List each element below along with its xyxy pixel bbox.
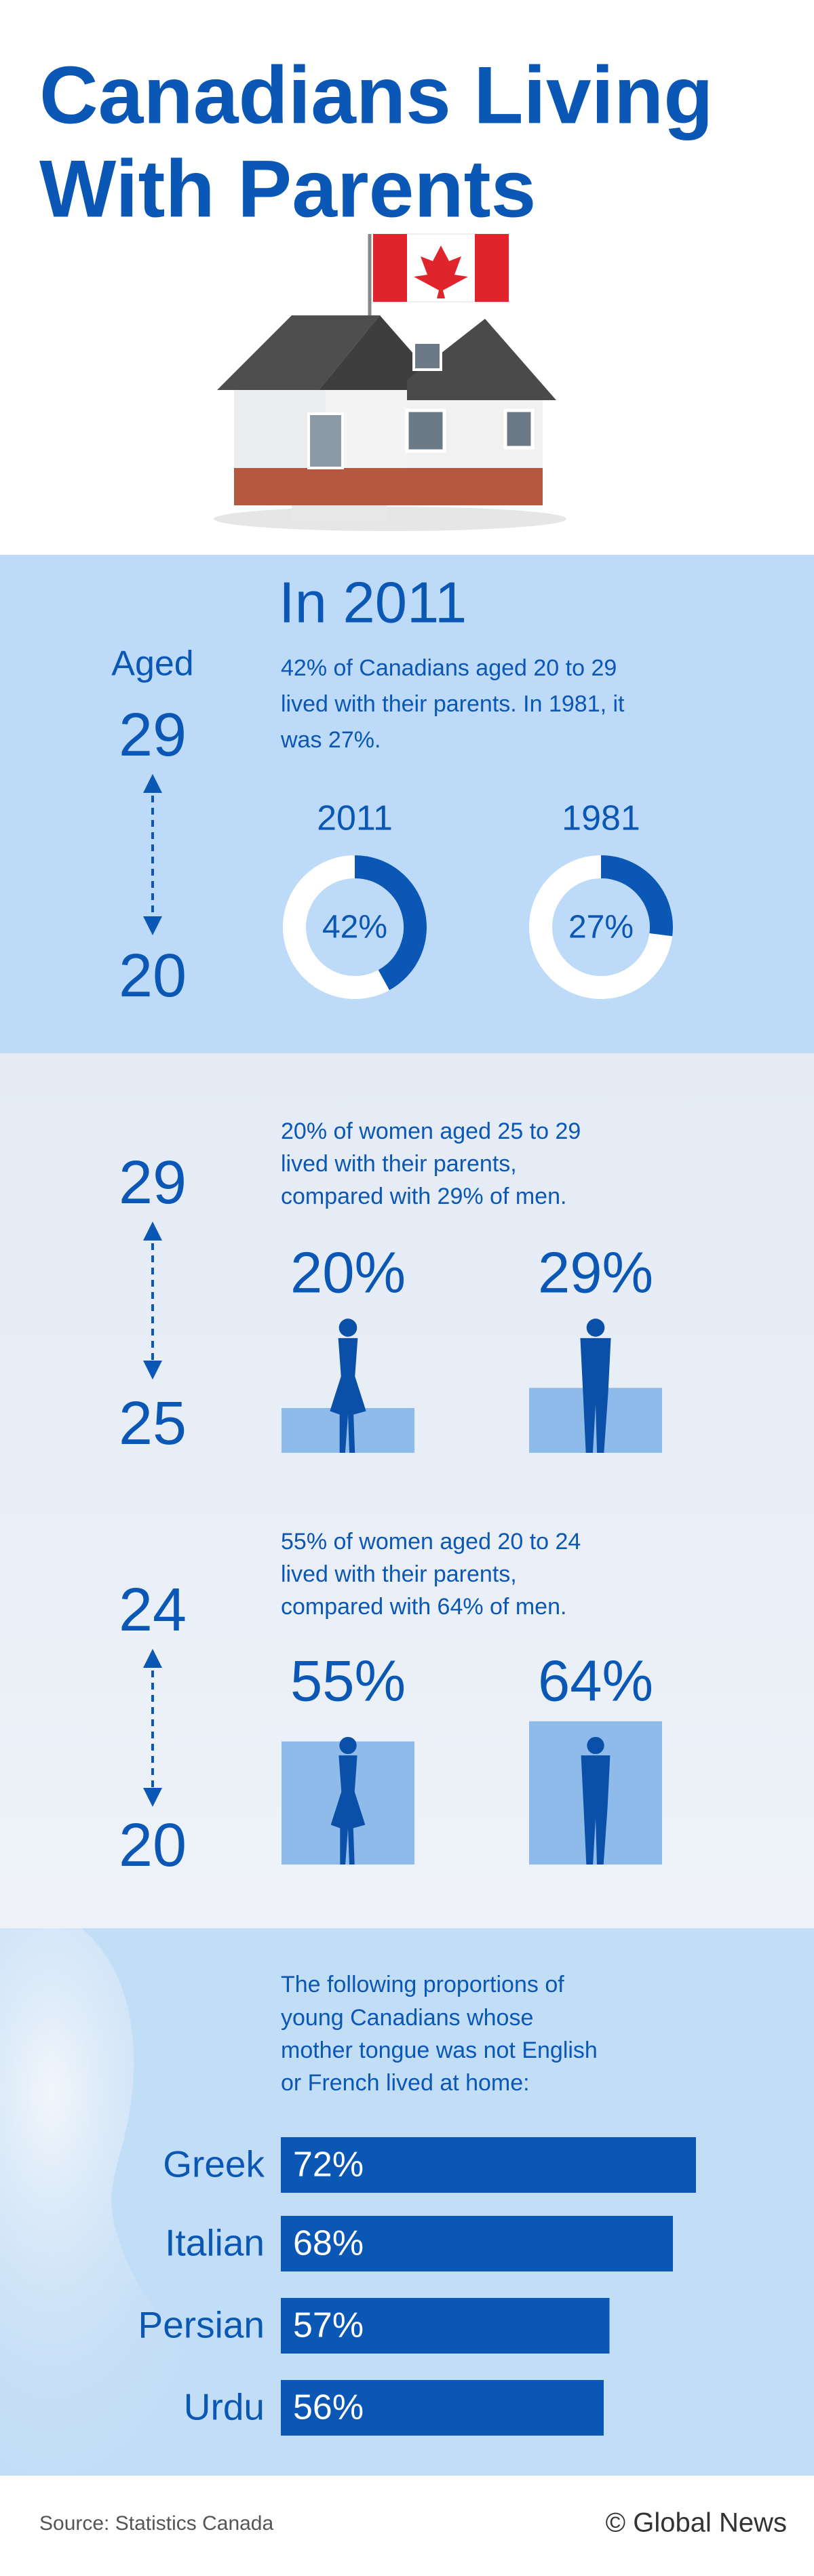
silhouette xyxy=(330,1736,366,1865)
footer-bg xyxy=(0,2476,814,2573)
silhouette xyxy=(330,1319,366,1453)
age-label: Aged xyxy=(111,644,193,684)
body-text: 55% of women aged 20 to 24 xyxy=(281,1529,581,1555)
value-label: 57% xyxy=(293,2306,364,2345)
face-illustration xyxy=(0,1928,258,2476)
title-line: Canadians Living xyxy=(39,50,714,141)
value-label: 20% xyxy=(290,1241,406,1305)
donut-label: 42% xyxy=(322,910,387,945)
body-text: lived with their parents. In 1981, it xyxy=(281,691,625,717)
body-text: mother tongue was not English xyxy=(281,2037,598,2063)
credit: © Global News xyxy=(606,2508,787,2538)
body-text: compared with 29% of men. xyxy=(281,1184,566,1209)
body-text: or French lived at home: xyxy=(281,2070,530,2096)
silhouette xyxy=(580,1319,611,1453)
category-label: Italian xyxy=(165,2222,265,2264)
bar xyxy=(281,2298,610,2354)
body-text: lived with their parents, xyxy=(281,1561,517,1587)
value-label: 55% xyxy=(290,1649,406,1713)
donut-label: 27% xyxy=(568,910,634,945)
age-top: 24 xyxy=(119,1576,187,1644)
bar xyxy=(282,1408,414,1453)
silhouette-head xyxy=(339,1736,357,1755)
section-heading: In 2011 xyxy=(279,570,467,635)
bar xyxy=(281,2216,673,2271)
value-label: 72% xyxy=(293,2145,364,2185)
age-top: 29 xyxy=(119,701,187,769)
silhouette-head xyxy=(587,1736,604,1755)
silhouette-head xyxy=(338,1319,357,1337)
donut-segment xyxy=(600,855,673,937)
body-text: young Canadians whose xyxy=(281,2005,533,2031)
body-text: lived with their parents, xyxy=(281,1151,517,1177)
category-label: Urdu xyxy=(184,2386,265,2428)
bar xyxy=(281,2137,696,2193)
silhouette-body xyxy=(580,1338,611,1453)
body-text: 42% of Canadians aged 20 to 29 xyxy=(281,655,617,681)
silhouette-body xyxy=(581,1755,610,1865)
title-line: With Parents xyxy=(39,144,536,235)
category-label: Persian xyxy=(138,2304,265,2346)
silhouette-body xyxy=(330,1755,366,1865)
age-top: 29 xyxy=(119,1149,187,1217)
house-illustration xyxy=(214,233,566,531)
age-bottom: 25 xyxy=(119,1390,187,1458)
body-text: 20% of women aged 25 to 29 xyxy=(281,1118,581,1144)
body-text: compared with 64% of men. xyxy=(281,1594,566,1620)
source: Source: Statistics Canada xyxy=(39,2512,273,2535)
body-text: was 27%. xyxy=(280,727,381,753)
silhouette-body xyxy=(330,1338,366,1453)
age-bottom: 20 xyxy=(119,942,187,1010)
body-text: The following proportions of xyxy=(281,1972,564,1997)
bar xyxy=(281,2380,604,2436)
silhouette-head xyxy=(586,1319,605,1337)
donut-title: 2011 xyxy=(317,799,393,838)
value-label: 29% xyxy=(538,1241,653,1305)
value-label: 68% xyxy=(293,2224,364,2263)
age-bottom: 20 xyxy=(119,1812,187,1879)
category-label: Greek xyxy=(163,2143,265,2185)
donut-title: 1981 xyxy=(562,799,640,838)
value-label: 64% xyxy=(538,1649,653,1713)
silhouette xyxy=(581,1736,610,1865)
value-label: 56% xyxy=(293,2388,364,2427)
donut-segment xyxy=(354,855,427,990)
